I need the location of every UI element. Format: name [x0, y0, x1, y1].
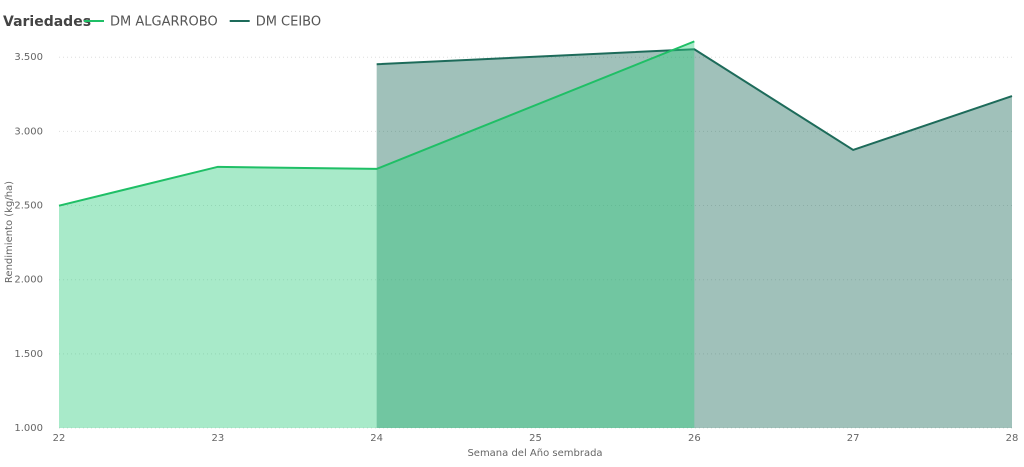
legend-title: Variedades: [3, 14, 91, 30]
x-tick-label: 28: [1006, 433, 1019, 444]
legend-label: DM ALGARROBO: [110, 15, 218, 30]
x-tick-label: 26: [688, 433, 701, 444]
x-tick-label: 27: [847, 433, 860, 444]
line: [58, 40, 695, 207]
legend-label: DM CEIBO: [256, 15, 321, 30]
y-tick-label: 2.000: [14, 275, 43, 286]
y-tick-label: 2.500: [14, 201, 43, 212]
x-axis-title: Semana del Año sembrada: [467, 448, 602, 459]
y-axis-title: Rendimiento (kg/ha): [4, 181, 15, 283]
x-tick-label: 25: [529, 433, 542, 444]
area-fill: [376, 49, 1013, 429]
line: [376, 48, 1013, 152]
x-tick-label: 24: [370, 433, 383, 444]
y-tick-label: 1.000: [14, 423, 43, 434]
x-tick-label: 23: [211, 433, 224, 444]
y-tick-label: 3.500: [14, 52, 43, 63]
y-tick-label: 3.000: [14, 126, 43, 137]
x-tick-label: 22: [53, 433, 66, 444]
y-tick-label: 1.500: [14, 349, 43, 360]
area-fill: [59, 41, 695, 428]
